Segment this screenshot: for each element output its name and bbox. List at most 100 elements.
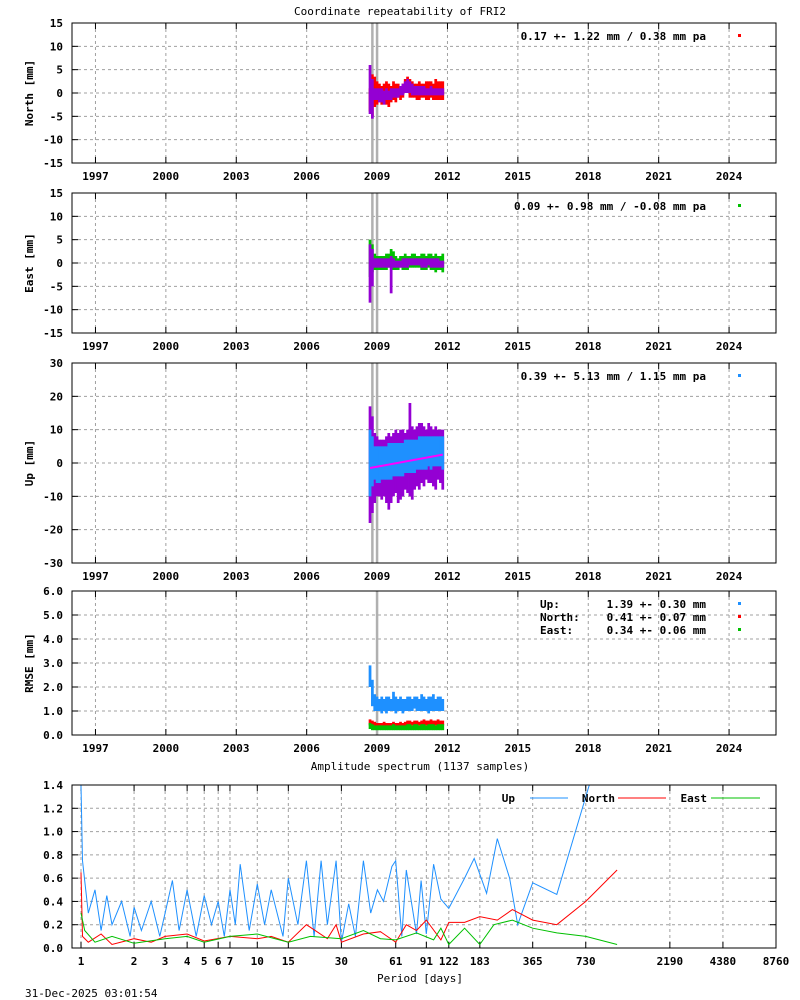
data-point <box>415 720 419 726</box>
data-point <box>401 699 405 714</box>
y-tick-label: 6.0 <box>43 585 63 598</box>
data-point <box>368 429 372 497</box>
data-point <box>406 258 409 268</box>
x-tick-label: 2009 <box>364 340 391 353</box>
data-point <box>408 720 412 726</box>
data-point <box>389 88 393 100</box>
data-point <box>410 258 414 266</box>
x-tick-label: 2015 <box>505 570 532 583</box>
data-point <box>406 724 409 731</box>
data-point <box>403 439 407 473</box>
data-point <box>401 83 405 96</box>
data-point <box>403 81 407 93</box>
timestamp: 31-Dec-2025 03:01:54 <box>25 987 158 1000</box>
data-point <box>385 88 388 100</box>
spectrum-title: Amplitude spectrum (1137 samples) <box>311 760 530 773</box>
y-tick-label: 0.2 <box>43 919 63 932</box>
data-point <box>375 258 379 268</box>
data-point <box>368 719 372 726</box>
data-point <box>434 699 438 711</box>
data-point <box>375 723 379 727</box>
data-point <box>424 258 428 268</box>
data-point <box>371 249 374 287</box>
data-point <box>420 720 424 726</box>
legend-marker <box>738 204 741 207</box>
data-point <box>434 258 438 268</box>
x-tick-label: 2018 <box>575 340 602 353</box>
y-axis-label: East [mm] <box>23 233 36 293</box>
data-point <box>385 258 388 268</box>
data-point <box>436 88 440 96</box>
data-point <box>387 443 391 480</box>
data-point <box>371 679 374 707</box>
data-point <box>380 723 384 727</box>
plot-data <box>368 193 445 333</box>
data-point <box>385 723 388 727</box>
data-point <box>387 258 391 268</box>
x-tick-label: 2003 <box>223 742 250 755</box>
x-tick-label: 2006 <box>293 340 320 353</box>
x-tick-label: 15 <box>282 955 295 968</box>
data-point <box>382 699 386 711</box>
data-point <box>415 724 419 731</box>
data-point <box>424 725 428 731</box>
data-point <box>434 436 438 467</box>
data-point <box>432 694 435 711</box>
y-tick-label: 2.0 <box>43 681 63 694</box>
data-point <box>371 720 374 727</box>
data-point <box>429 258 433 268</box>
data-point <box>441 699 445 711</box>
data-point <box>413 439 416 473</box>
data-point <box>441 720 445 726</box>
data-point <box>434 88 438 96</box>
legend-text: 0.41 +- 0.07 mm <box>607 611 707 624</box>
data-point <box>406 439 409 473</box>
x-tick-label: 2012 <box>434 570 461 583</box>
data-point <box>441 436 445 470</box>
legend-label: Up: <box>540 598 560 611</box>
y-tick-label: -30 <box>43 557 63 570</box>
x-tick-label: 2021 <box>645 742 672 755</box>
data-point <box>439 724 442 731</box>
data-point <box>373 258 377 268</box>
data-point <box>396 699 400 711</box>
x-tick-label: 2000 <box>153 170 180 183</box>
data-point <box>422 258 426 268</box>
spectrum-x-axis-label: Period [days] <box>377 972 463 985</box>
data-point <box>368 65 372 114</box>
data-point <box>410 439 414 473</box>
data-point <box>436 436 440 467</box>
data-point <box>410 725 414 731</box>
data-point <box>432 724 435 731</box>
data-point <box>401 725 405 731</box>
plot-frame <box>71 22 777 164</box>
data-point <box>378 699 381 711</box>
x-tick-label: 2021 <box>645 340 672 353</box>
x-tick-label: 2012 <box>434 170 461 183</box>
y-axis-label: Up [mm] <box>23 440 36 486</box>
data-point <box>385 725 388 731</box>
data-point <box>396 260 400 268</box>
data-point <box>415 86 419 96</box>
data-point <box>403 725 407 731</box>
data-point <box>439 260 442 268</box>
data-point <box>439 88 442 96</box>
data-point <box>399 260 402 268</box>
data-point <box>413 724 416 731</box>
data-point <box>406 696 409 711</box>
data-point <box>429 696 433 711</box>
y-tick-label: -10 <box>43 134 63 147</box>
data-point <box>417 86 421 96</box>
data-point <box>422 719 426 726</box>
plot-data <box>80 785 618 946</box>
data-point <box>429 436 433 470</box>
data-point <box>439 436 442 467</box>
data-point <box>424 88 428 96</box>
legend-marker <box>738 628 741 631</box>
x-tick-label: 2012 <box>434 340 461 353</box>
data-point <box>396 88 400 98</box>
data-point <box>432 258 435 268</box>
y-tick-label: 0.0 <box>43 942 63 955</box>
data-point <box>424 720 428 726</box>
